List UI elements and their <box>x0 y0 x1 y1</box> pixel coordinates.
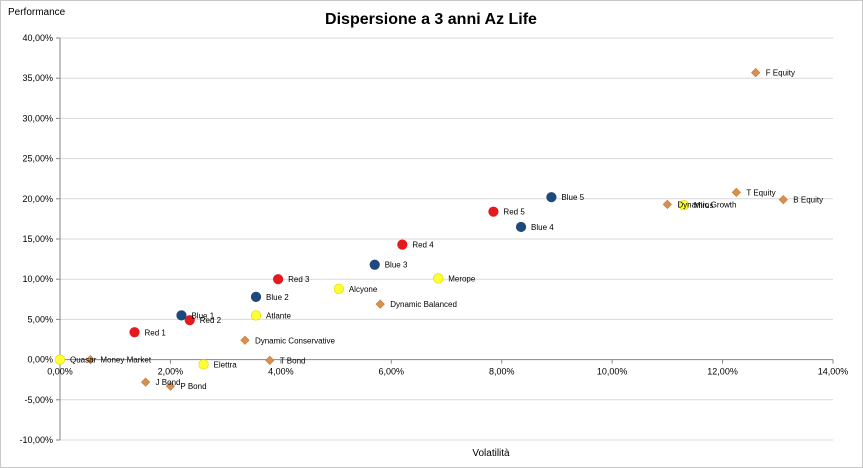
x-tick-label: 0,00% <box>47 367 73 377</box>
y-tick-label: -5,00% <box>24 395 53 405</box>
label-t-equity: T Equity <box>746 188 775 197</box>
point-t-bond <box>265 355 275 366</box>
label-j-bond: J Bond <box>156 378 181 387</box>
point-blue-3 <box>369 259 380 270</box>
y-tick-label: 20,00% <box>22 194 53 204</box>
label-blue-1: Blue 1 <box>191 311 214 320</box>
y-tick-label: 15,00% <box>22 234 53 244</box>
x-tick-label: 2,00% <box>158 367 184 377</box>
y-tick-label: -10,00% <box>19 435 53 445</box>
tick-labels: 40,00% 35,00% 30,00% 25,00% 20,00% 15,00% 10,0… <box>19 33 848 445</box>
label-p-bond: P Bond <box>180 382 206 391</box>
label-red-3: Red 3 <box>288 275 310 284</box>
label-dynamic-growth: Dynamic Growth <box>677 200 736 209</box>
point-dynamic-balanced <box>375 299 385 309</box>
label-quasar: Quasar <box>70 356 97 365</box>
point-dynamic-growth <box>662 199 672 210</box>
data-points <box>54 67 788 391</box>
point-b-equity <box>778 194 788 205</box>
y-tick-label: 35,00% <box>22 73 53 83</box>
x-tick-label: 10,00% <box>597 367 628 377</box>
y-tick-label: 30,00% <box>22 113 53 123</box>
point-blue-4 <box>515 221 527 233</box>
x-axis-title: Volatilità <box>472 448 510 459</box>
x-tick-label: 14,00% <box>818 367 849 377</box>
label-blue-2: Blue 2 <box>266 293 289 302</box>
point-red-5 <box>488 206 499 217</box>
label-red-4: Red 4 <box>412 241 434 250</box>
point-red-3 <box>272 274 284 285</box>
y-tick-label: 10,00% <box>22 274 53 284</box>
label-blue-4: Blue 4 <box>531 223 554 232</box>
point-dynamic-conservative <box>240 335 250 345</box>
y-tick-label: 40,00% <box>22 33 53 43</box>
point-blue-1 <box>176 310 187 321</box>
label-f-equity: F Equity <box>766 69 795 78</box>
point-j-bond <box>140 377 151 387</box>
label-b-equity: B Equity <box>793 196 823 205</box>
label-elettra: Elettra <box>214 360 238 369</box>
point-alcyone <box>333 283 344 294</box>
point-atlante <box>250 310 262 321</box>
chart-title: Dispersione a 3 anni Az Life <box>325 11 537 28</box>
label-red-5: Red 5 <box>503 208 525 217</box>
point-mirus <box>678 200 690 211</box>
point-money-market <box>85 354 95 365</box>
label-t-bond: T Bond <box>280 356 306 365</box>
point-elettra <box>198 359 209 370</box>
x-tick-label: 12,00% <box>707 367 738 377</box>
point-p-bond <box>165 381 176 391</box>
label-dynamic-conservative: Dynamic Conservative <box>255 336 336 345</box>
point-red-2 <box>184 315 195 326</box>
label-atlante: Atlante <box>266 311 291 320</box>
label-mirus: Mirus <box>694 201 714 210</box>
label-blue-5: Blue 5 <box>561 193 584 202</box>
label-merope: Merope <box>448 274 476 283</box>
y-axis-title: Performance <box>8 7 66 18</box>
label-red-1: Red 1 <box>145 328 167 337</box>
point-merope <box>433 273 444 284</box>
y-tick-label: 5,00% <box>27 314 53 324</box>
label-alcyone: Alcyone <box>349 285 378 294</box>
label-dynamic-balanced: Dynamic Balanced <box>390 300 457 309</box>
point-t-equity <box>731 187 741 197</box>
point-red-4 <box>397 239 408 250</box>
point-quasar <box>54 354 66 365</box>
point-red-1 <box>129 327 140 338</box>
label-blue-3: Blue 3 <box>385 261 408 270</box>
point-labels: Red 1 Red 2 Red 3 Red 4 Red 5 Blue 1 Blue 2 Blu… <box>70 69 823 392</box>
point-blue-2 <box>250 291 262 302</box>
label-money-market: Money Market <box>100 356 151 365</box>
x-tick-label: 6,00% <box>379 367 405 377</box>
x-tick-label: 4,00% <box>268 367 294 377</box>
point-f-equity <box>751 67 761 78</box>
label-red-2: Red 2 <box>200 316 222 325</box>
x-tick-label: 8,00% <box>489 367 515 377</box>
y-tick-label: 0,00% <box>27 355 53 365</box>
gridlines <box>60 37 833 441</box>
y-tick-label: 25,00% <box>22 154 53 164</box>
point-blue-5 <box>546 192 557 203</box>
